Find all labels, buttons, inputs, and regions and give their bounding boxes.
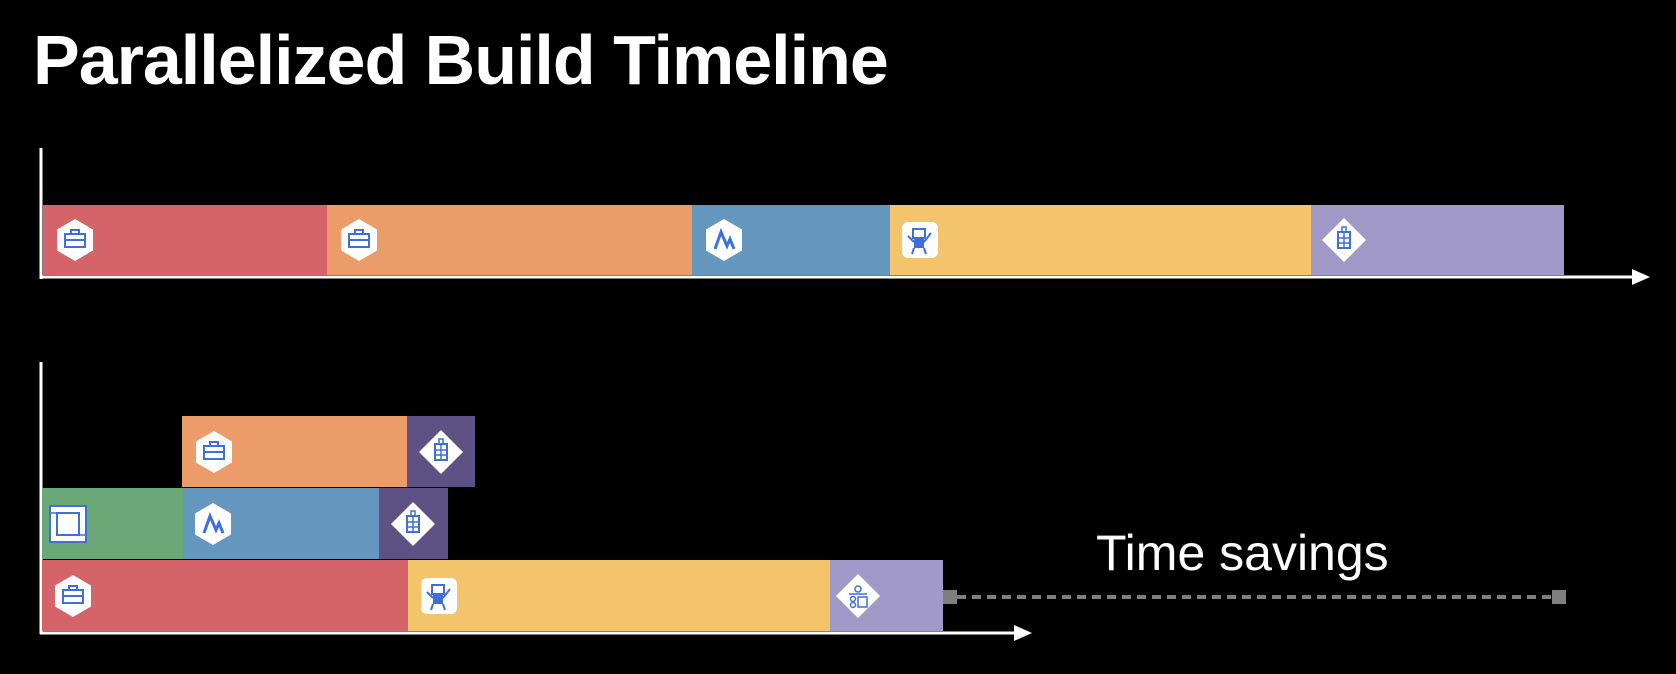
parallel-timeline <box>39 362 1566 641</box>
time-savings-label: Time savings <box>1096 525 1389 581</box>
serial-bar-4 <box>890 205 1311 275</box>
building-icon <box>1322 218 1366 262</box>
briefcase-icon <box>196 431 232 473</box>
serial-bar-2 <box>327 205 692 275</box>
parallel-bar-7 <box>408 560 830 631</box>
swift-icon <box>706 219 742 261</box>
swift-icon <box>195 503 231 545</box>
building-icon <box>391 502 435 546</box>
briefcase-icon <box>55 575 91 617</box>
parallel-x-axis-arrow <box>1014 625 1032 641</box>
parallel-bar-6 <box>42 560 408 631</box>
time-savings-connector <box>943 590 1566 604</box>
time-savings-end-marker <box>1552 590 1566 604</box>
serial-timeline <box>39 148 1650 285</box>
page-title: Parallelized Build Timeline <box>33 21 889 99</box>
robot-icon <box>421 578 457 614</box>
framework-icon <box>49 505 87 543</box>
time-savings-start-marker <box>943 590 957 604</box>
serial-x-axis-arrow <box>1632 269 1650 285</box>
building-icon <box>419 430 463 474</box>
briefcase-icon <box>341 219 377 261</box>
app-icon <box>836 574 880 618</box>
briefcase-icon <box>57 219 93 261</box>
robot-icon <box>902 222 938 258</box>
